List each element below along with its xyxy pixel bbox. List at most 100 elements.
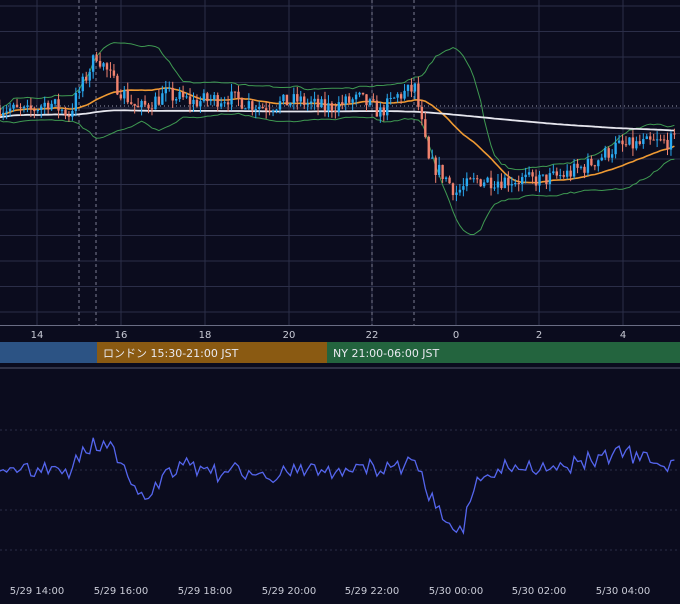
candle-body <box>465 178 469 187</box>
candle-body <box>375 100 379 117</box>
candle <box>361 92 365 96</box>
candle <box>88 68 91 88</box>
candle-body <box>493 187 496 189</box>
candle <box>469 176 472 180</box>
candle-body <box>541 174 545 176</box>
candle <box>57 93 60 119</box>
candle <box>330 101 334 118</box>
candle <box>510 176 514 193</box>
date-tick-label: 5/30 04:00 <box>596 586 650 597</box>
candle <box>451 182 455 201</box>
candle <box>126 82 129 105</box>
candle <box>109 62 112 78</box>
candle-body <box>181 91 185 98</box>
candle-body <box>628 137 631 145</box>
candle-body <box>344 96 347 105</box>
candle-body <box>46 102 50 110</box>
candles <box>0 51 676 202</box>
candle-body <box>441 164 444 179</box>
candle-body <box>258 106 261 109</box>
candle-body <box>313 98 316 102</box>
candle-body <box>143 101 147 105</box>
candle-body <box>36 110 39 112</box>
candle-body <box>583 166 586 173</box>
candle <box>112 64 116 79</box>
candle <box>244 107 247 110</box>
candle-body <box>507 177 510 186</box>
candle <box>489 170 493 196</box>
candle <box>614 136 617 159</box>
candle-body <box>617 140 621 143</box>
candle-body <box>444 177 448 179</box>
candle <box>268 102 271 116</box>
candle <box>71 103 74 121</box>
candle-body <box>268 110 271 112</box>
candle-body <box>424 119 427 137</box>
candle <box>0 99 1 119</box>
candle-body <box>503 177 507 189</box>
candle <box>666 132 669 156</box>
candle-body <box>53 99 57 104</box>
candle <box>296 86 299 110</box>
candle <box>552 164 555 175</box>
bollinger-upper <box>0 42 675 171</box>
candle <box>382 104 385 122</box>
candle-body <box>406 84 410 91</box>
candle-body <box>593 165 597 167</box>
candle-body <box>434 157 437 175</box>
candle-body <box>659 139 662 141</box>
session-tokyo <box>0 342 97 363</box>
candle <box>22 105 26 113</box>
candle <box>631 130 635 156</box>
candle <box>174 97 178 104</box>
candle <box>316 94 320 116</box>
candle <box>230 83 233 111</box>
candle-body <box>19 107 22 109</box>
candle-body <box>275 109 278 111</box>
candle-body <box>102 63 105 67</box>
candle <box>53 98 57 107</box>
candle-body <box>199 101 202 107</box>
candle <box>240 97 244 110</box>
candle-body <box>40 106 43 111</box>
candle <box>337 96 341 117</box>
bollinger-lower <box>0 112 675 235</box>
candle-body <box>209 99 212 102</box>
candle-body <box>112 70 116 76</box>
candle-body <box>109 69 112 71</box>
candle-body <box>33 109 36 112</box>
candle <box>292 87 296 110</box>
candle-body <box>645 136 648 140</box>
candle-body <box>600 157 603 161</box>
candle-body <box>296 94 299 102</box>
candle <box>628 137 631 146</box>
candle <box>320 96 323 108</box>
candle <box>5 105 8 120</box>
candle <box>655 131 659 148</box>
session-bar: ロンドン 15:30-21:00 JST NY 21:00-06:00 JST <box>0 342 680 369</box>
candle-body <box>631 137 635 149</box>
candle-body <box>140 101 143 108</box>
candle-body <box>565 170 569 177</box>
candle-body <box>251 101 254 110</box>
candle-body <box>316 98 320 108</box>
candle-body <box>174 98 178 101</box>
candle-body <box>91 55 95 72</box>
ma-short-line <box>0 87 675 184</box>
candle-body <box>559 175 562 177</box>
date-tick-label: 5/29 14:00 <box>10 586 64 597</box>
candle <box>206 91 209 107</box>
candle <box>545 174 548 190</box>
candle-body <box>237 91 240 99</box>
candle-body <box>576 163 579 168</box>
candle-body <box>264 108 268 111</box>
candle-body <box>223 102 226 104</box>
candle <box>503 174 507 189</box>
candle-body <box>500 181 503 189</box>
candle-body <box>486 177 489 183</box>
session-london <box>97 342 327 363</box>
candle <box>406 84 410 97</box>
candle <box>226 95 230 112</box>
